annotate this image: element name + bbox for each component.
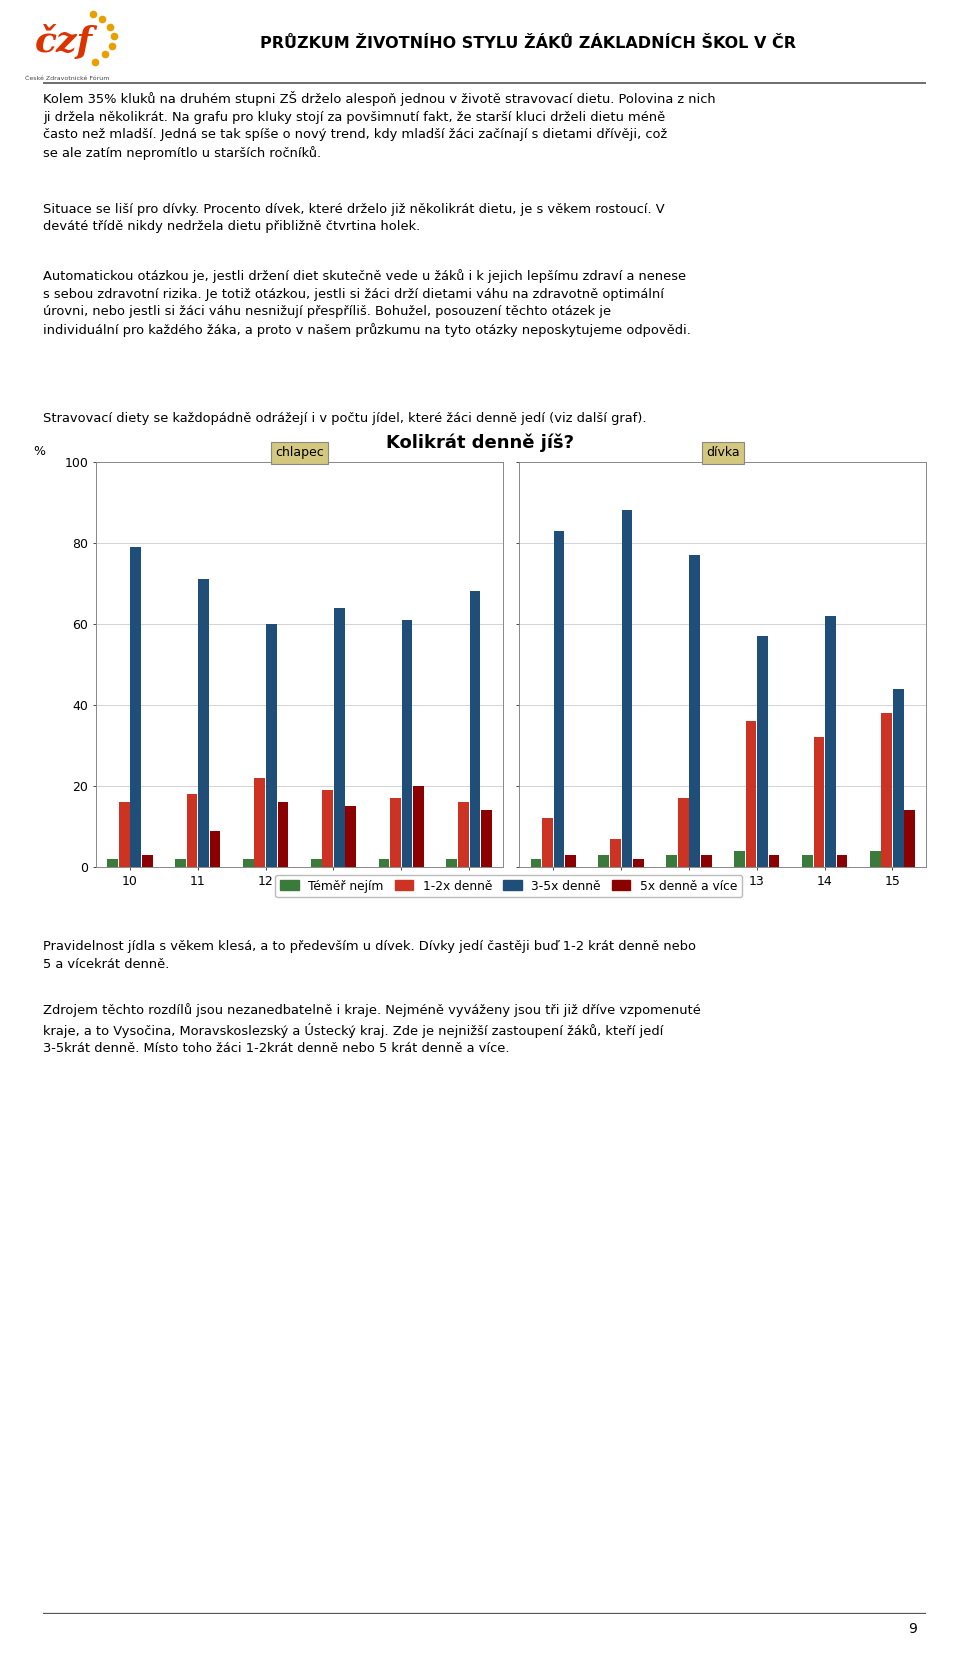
Bar — [904, 811, 915, 867]
Bar — [119, 802, 130, 867]
Bar — [481, 811, 492, 867]
Legend: Téměř nejím, 1-2x denně, 3-5x denně, 5x denně a více: Téměř nejím, 1-2x denně, 3-5x denně, 5x … — [276, 875, 742, 897]
Bar — [198, 580, 209, 867]
Bar — [825, 616, 836, 867]
Bar — [802, 855, 813, 867]
Bar — [446, 859, 457, 867]
Bar — [390, 799, 401, 867]
Text: Kolikrát denně jíš?: Kolikrát denně jíš? — [386, 434, 574, 452]
Bar — [746, 721, 756, 867]
Bar — [531, 859, 541, 867]
Text: PRŮZKUM ŽIVOTNÍHO STYLU ŽÁKŮ ZÁKLADNÍCH ŠKOL V ČR: PRŮZKUM ŽIVOTNÍHO STYLU ŽÁKŮ ZÁKLADNÍCH … — [260, 35, 796, 51]
Bar — [323, 791, 333, 867]
Text: Automatickou otázkou je, jestli držení diet skutečně vede u žáků i k jejich lepš: Automatickou otázkou je, jestli držení d… — [43, 269, 691, 337]
Bar — [893, 689, 903, 867]
Text: Zdrojem těchto rozdílů jsou nezanedbatelně i kraje. Nejméně vyváženy jsou tři ji: Zdrojem těchto rozdílů jsou nezanedbatel… — [43, 1003, 701, 1055]
Bar — [769, 855, 780, 867]
Bar — [311, 859, 322, 867]
Bar — [621, 510, 633, 867]
Text: Pravidelnost jídla s věkem klesá, a to především u dívek. Dívky jedí častěji buď: Pravidelnost jídla s věkem klesá, a to p… — [43, 940, 696, 970]
Bar — [334, 608, 345, 867]
Text: Kolem 35% kluků na druhém stupni ZŠ drželo alespoň jednou v životě stravovací di: Kolem 35% kluků na druhém stupni ZŠ drže… — [43, 91, 716, 159]
Bar — [277, 802, 288, 867]
Title: dívka: dívka — [706, 447, 740, 458]
Bar — [813, 737, 825, 867]
Text: čzf: čzf — [35, 23, 93, 58]
Bar — [243, 859, 253, 867]
Bar — [633, 859, 644, 867]
Bar — [678, 799, 688, 867]
Bar — [598, 855, 610, 867]
Bar — [142, 855, 153, 867]
Bar — [401, 620, 413, 867]
Bar — [175, 859, 186, 867]
Bar — [565, 855, 576, 867]
Bar — [836, 855, 848, 867]
Bar — [701, 855, 711, 867]
Y-axis label: %: % — [33, 445, 45, 458]
Text: Situace se liší pro dívky. Procento dívek, které drželo již několikrát dietu, je: Situace se liší pro dívky. Procento díve… — [43, 203, 665, 233]
Text: 9: 9 — [908, 1623, 917, 1636]
Bar — [131, 546, 141, 867]
Bar — [378, 859, 390, 867]
Bar — [881, 713, 892, 867]
Bar — [209, 830, 221, 867]
Text: České Zdravotnické Fórum: České Zdravotnické Fórum — [25, 75, 109, 81]
Title: chlapec: chlapec — [276, 447, 324, 458]
Bar — [108, 859, 118, 867]
Bar — [734, 850, 745, 867]
Bar — [458, 802, 468, 867]
Bar — [266, 625, 276, 867]
Bar — [666, 855, 677, 867]
Bar — [757, 636, 768, 867]
Bar — [870, 850, 880, 867]
Bar — [413, 786, 424, 867]
Bar — [346, 806, 356, 867]
Bar — [689, 555, 700, 867]
Bar — [186, 794, 198, 867]
Bar — [554, 530, 564, 867]
Bar — [254, 777, 265, 867]
Text: Stravovací diety se každopádně odrážejí i v počtu jídel, které žáci denně jedí (: Stravovací diety se každopádně odrážejí … — [43, 412, 647, 425]
Bar — [610, 839, 621, 867]
Bar — [469, 591, 480, 867]
Bar — [542, 819, 553, 867]
